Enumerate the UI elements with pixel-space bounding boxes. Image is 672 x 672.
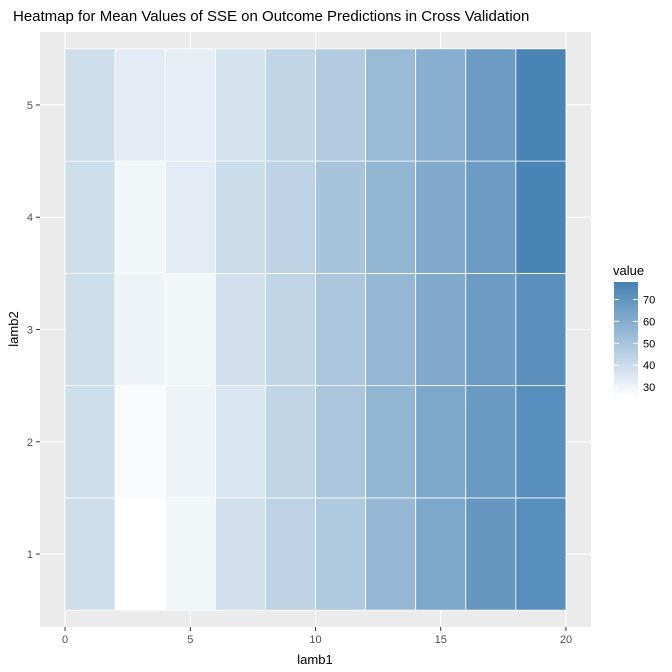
legend-label: 40: [643, 360, 655, 372]
heatmap-cell: [164, 497, 216, 611]
heatmap-cell: [515, 48, 567, 162]
heatmap-cell: [315, 160, 366, 274]
y-tick-label: 2: [27, 437, 33, 449]
x-tick-label: 10: [309, 634, 321, 646]
heatmap-cell: [214, 385, 266, 499]
legend: value 70 60 50 40 30: [613, 263, 655, 398]
heatmap-cell: [64, 385, 116, 499]
heatmap-cell: [114, 497, 166, 611]
legend-title: value: [613, 263, 644, 278]
heatmap-cell: [515, 497, 567, 611]
heatmap-cell: [315, 497, 366, 611]
x-tick-label: 15: [435, 634, 447, 646]
legend-label: 60: [643, 316, 655, 328]
heatmap-cell: [64, 497, 116, 611]
heatmap-cell: [64, 272, 116, 387]
heatmap-cell: [365, 385, 417, 499]
y-tick-label: 4: [27, 212, 33, 224]
heatmap-cell: [265, 385, 316, 499]
heatmap-cell: [214, 497, 266, 611]
heatmap-cell: [214, 160, 266, 274]
heatmap-cell: [265, 272, 316, 387]
heatmap-cell: [365, 497, 417, 611]
heatmap-cell: [515, 385, 567, 499]
heatmap-cell: [114, 385, 166, 499]
heatmap-cell: [164, 160, 216, 274]
chart-title: Heatmap for Mean Values of SSE on Outcom…: [13, 8, 529, 25]
heatmap-cell: [415, 272, 467, 387]
heatmap-cell: [164, 272, 216, 387]
heatmap-cell: [164, 48, 216, 162]
heatmap-cell: [465, 272, 517, 387]
heatmap-cell: [315, 272, 366, 387]
x-tick-label: 0: [62, 634, 68, 646]
heatmap-cell: [465, 385, 517, 499]
heatmap-cell: [315, 48, 366, 162]
heatmap-cell: [214, 272, 266, 387]
heatmap-cell: [315, 385, 366, 499]
heatmap-cell: [114, 272, 166, 387]
x-axis-ticks: 0 5 10 15 20: [62, 627, 572, 646]
heatmap-cell: [365, 272, 417, 387]
heatmap-cell: [365, 48, 417, 162]
heatmap-cell: [415, 385, 467, 499]
heatmap-cell: [214, 48, 266, 162]
legend-label: 50: [643, 338, 655, 350]
heatmap-cell: [64, 48, 116, 162]
y-axis-title: lamb2: [6, 311, 21, 346]
heatmap-cell: [465, 160, 517, 274]
heatmap-cells: [64, 48, 567, 611]
x-tick-label: 5: [187, 634, 193, 646]
legend-ticks: 70 60 50 40 30: [614, 295, 655, 394]
heatmap-cell: [365, 160, 417, 274]
x-axis-title: lamb1: [297, 652, 332, 667]
heatmap-cell: [114, 48, 166, 162]
heatmap-cell: [465, 48, 517, 162]
x-tick-label: 20: [560, 634, 572, 646]
y-tick-label: 5: [27, 100, 33, 112]
heatmap-cell: [465, 497, 517, 611]
heatmap-cell: [265, 48, 316, 162]
legend-colorbar: [614, 282, 638, 398]
heatmap-cell: [415, 48, 467, 162]
heatmap-cell: [415, 497, 467, 611]
heatmap-cell: [265, 160, 316, 274]
y-tick-label: 3: [27, 325, 33, 337]
legend-label: 30: [643, 382, 655, 394]
heatmap-cell: [64, 160, 116, 274]
heatmap-cell: [415, 160, 467, 274]
heatmap-cell: [265, 497, 316, 611]
heatmap-cell: [515, 272, 567, 387]
heatmap-cell: [164, 385, 216, 499]
heatmap-cell: [114, 160, 166, 274]
legend-label: 70: [643, 295, 655, 307]
y-axis-ticks: 1 2 3 4 5: [27, 100, 40, 561]
heatmap-cell: [515, 160, 567, 274]
y-tick-label: 1: [27, 549, 33, 561]
